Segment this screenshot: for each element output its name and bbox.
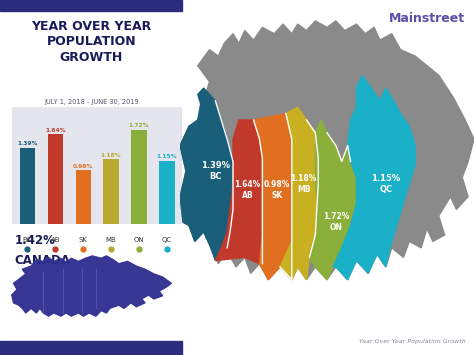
Text: 1.15%
QC: 1.15% QC — [371, 174, 401, 194]
Text: 1.72%
ON: 1.72% ON — [323, 212, 349, 232]
Text: YEAR OVER YEAR
POPULATION
GROWTH: YEAR OVER YEAR POPULATION GROWTH — [31, 20, 151, 64]
Polygon shape — [333, 75, 415, 280]
Text: 1.39%: 1.39% — [17, 141, 37, 146]
Bar — [0, 0, 182, 11]
Bar — [0, 341, 182, 355]
Text: 1.42%: 1.42% — [15, 234, 55, 247]
Polygon shape — [254, 114, 292, 280]
Text: 1.15%: 1.15% — [157, 154, 177, 159]
Polygon shape — [180, 88, 233, 261]
Text: 1.18%
MB: 1.18% MB — [291, 174, 317, 194]
Polygon shape — [12, 256, 172, 316]
Text: JULY 1, 2018 - JUNE 30, 2019: JULY 1, 2018 - JUNE 30, 2019 — [44, 99, 138, 105]
Bar — [131, 130, 147, 224]
Bar — [75, 170, 91, 224]
Text: 1.64%
AB: 1.64% AB — [235, 180, 261, 200]
Text: 1.39%
BC: 1.39% BC — [201, 161, 230, 181]
Bar — [19, 148, 35, 224]
Polygon shape — [215, 120, 263, 264]
Bar — [47, 134, 63, 224]
Polygon shape — [280, 107, 318, 280]
Text: 1.72%: 1.72% — [129, 123, 149, 128]
Text: 1.64%: 1.64% — [45, 128, 65, 133]
Text: 0.98%: 0.98% — [73, 164, 93, 169]
Polygon shape — [180, 21, 474, 280]
Text: 0.98%
SK: 0.98% SK — [264, 180, 290, 200]
Text: 1.18%: 1.18% — [101, 153, 121, 158]
Text: Year Over Year Population Growth: Year Over Year Population Growth — [358, 339, 465, 344]
Polygon shape — [310, 120, 356, 280]
Bar — [159, 161, 175, 224]
Bar — [103, 159, 119, 224]
Text: Mainstreet: Mainstreet — [389, 12, 465, 26]
Text: CANADA: CANADA — [15, 254, 71, 267]
